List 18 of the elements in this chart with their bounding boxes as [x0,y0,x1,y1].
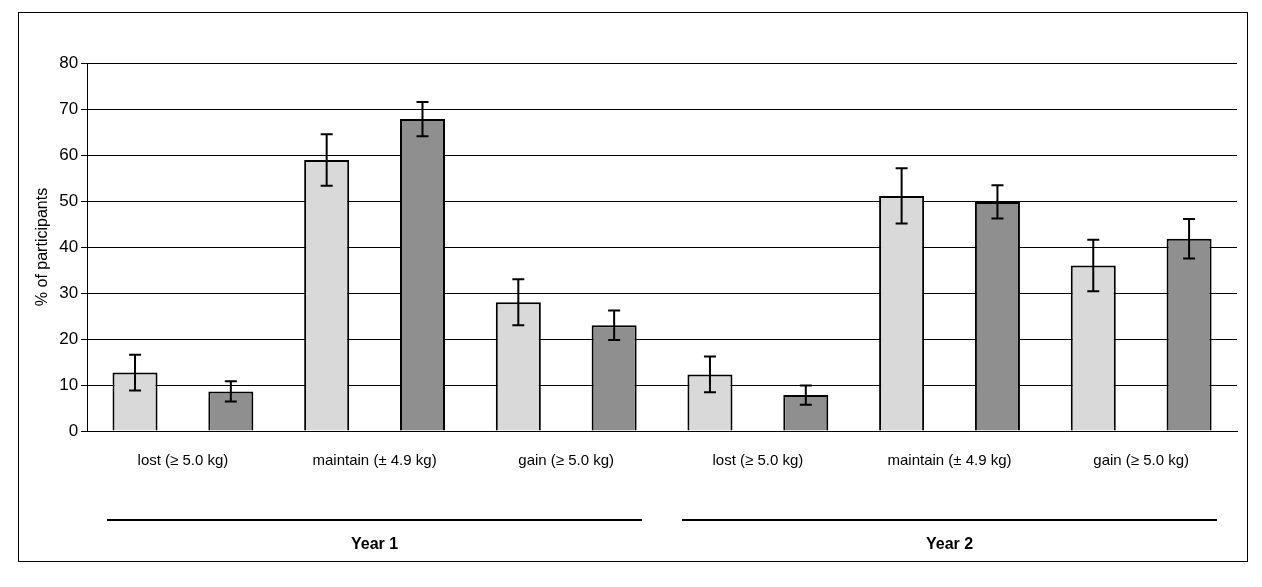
x-tick-label: maintain (± 4.9 kg) [312,451,437,469]
x-tick-label: gain (≥ 5.0 kg) [1093,451,1190,469]
y-tick-label: 20 [59,328,79,348]
y-tick-label: 10 [59,374,79,394]
x-tick-label: gain (≥ 5.0 kg) [518,451,615,469]
y-axis-title: % of participants [33,187,51,307]
text: Year 2 [682,519,1217,553]
y-tick-label: 80 [59,52,79,72]
y-tick-label: 70 [59,98,79,118]
y-tick-label: 50 [59,190,79,210]
y-tick-label: 30 [59,282,79,302]
x-tick-label: lost (≥ 5.0 kg) [712,451,804,469]
text: Year 1 [107,519,643,553]
x-tick-label: maintain (± 4.9 kg) [887,451,1012,469]
x-tick-label: lost (≥ 5.0 kg) [137,451,229,469]
y-tick-label: 60 [59,144,79,164]
y-tick-label: 0 [68,420,79,440]
y-tick-label: 40 [59,236,79,256]
